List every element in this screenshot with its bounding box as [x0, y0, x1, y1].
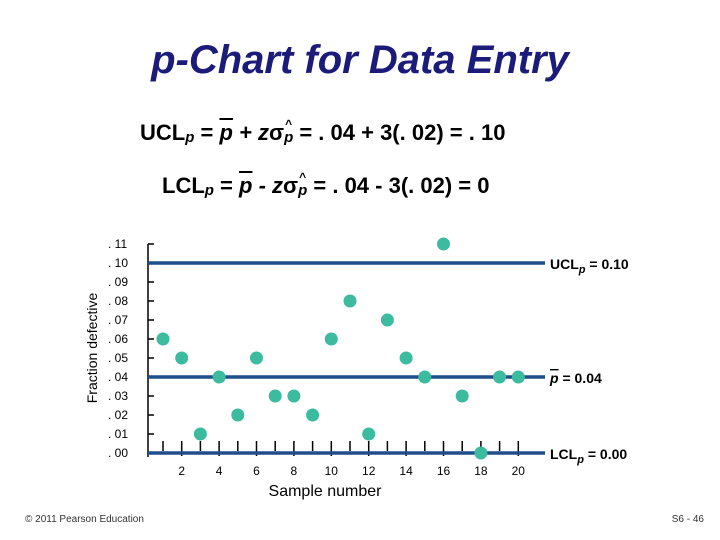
y-axis-label: Fraction defective	[84, 293, 100, 404]
slide-number: S6 - 46	[671, 514, 704, 525]
x-tick-label: 4	[216, 464, 223, 478]
x-tick-label: 8	[291, 464, 298, 478]
data-point	[399, 351, 413, 365]
x-tick-label: 2	[178, 464, 185, 478]
data-point	[268, 389, 282, 403]
data-point	[493, 370, 507, 384]
y-tick-label: . 00	[108, 446, 128, 460]
y-tick-label: . 08	[108, 294, 128, 308]
data-point	[212, 370, 226, 384]
x-tick-label: 12	[362, 464, 376, 478]
ucl-formula: UCLp = p + zσp = . 04 + 3(. 02) = . 10	[140, 117, 505, 146]
y-tick-label: . 11	[108, 237, 127, 251]
data-point	[231, 408, 245, 422]
data-point	[306, 408, 320, 422]
data-point	[511, 370, 525, 384]
y-tick-label: . 10	[108, 256, 128, 270]
page-title: p-Chart for Data Entry	[151, 38, 569, 82]
data-point	[343, 294, 357, 308]
data-point	[287, 389, 301, 403]
data-point	[324, 332, 338, 346]
x-tick-label: 16	[437, 464, 451, 478]
ucl-label: UCLp = 0.10	[550, 256, 629, 276]
x-tick-label: 6	[253, 464, 260, 478]
y-tick-label: . 01	[108, 427, 128, 441]
data-point	[175, 351, 189, 365]
y-tick-label: . 04	[108, 370, 128, 384]
data-point	[156, 332, 170, 346]
center-label: p = 0.04	[549, 370, 602, 386]
data-point	[362, 427, 376, 441]
x-tick-label: 10	[325, 464, 339, 478]
data-point	[455, 389, 469, 403]
x-axis-label: Sample number	[269, 483, 383, 500]
y-tick-label: . 06	[108, 332, 128, 346]
x-tick-label: 14	[399, 464, 413, 478]
data-point	[380, 313, 394, 327]
data-point	[474, 446, 488, 460]
data-point	[193, 427, 207, 441]
data-point	[437, 237, 450, 251]
y-tick-label: . 07	[108, 313, 128, 327]
y-tick-label: . 05	[108, 351, 128, 365]
x-tick-label: 20	[512, 464, 526, 478]
y-tick-label: . 03	[108, 389, 128, 403]
y-tick-label: . 02	[108, 408, 128, 422]
copyright-text: © 2011 Pearson Education	[25, 514, 144, 525]
x-tick-label: 18	[474, 464, 488, 478]
data-point	[250, 351, 263, 365]
lcl-label: LCLp = 0.00	[550, 446, 627, 466]
y-tick-label: . 09	[108, 275, 128, 289]
lcl-formula: LCLp = p - zσp = . 04 - 3(. 02) = 0	[162, 170, 489, 199]
data-point	[418, 370, 432, 384]
